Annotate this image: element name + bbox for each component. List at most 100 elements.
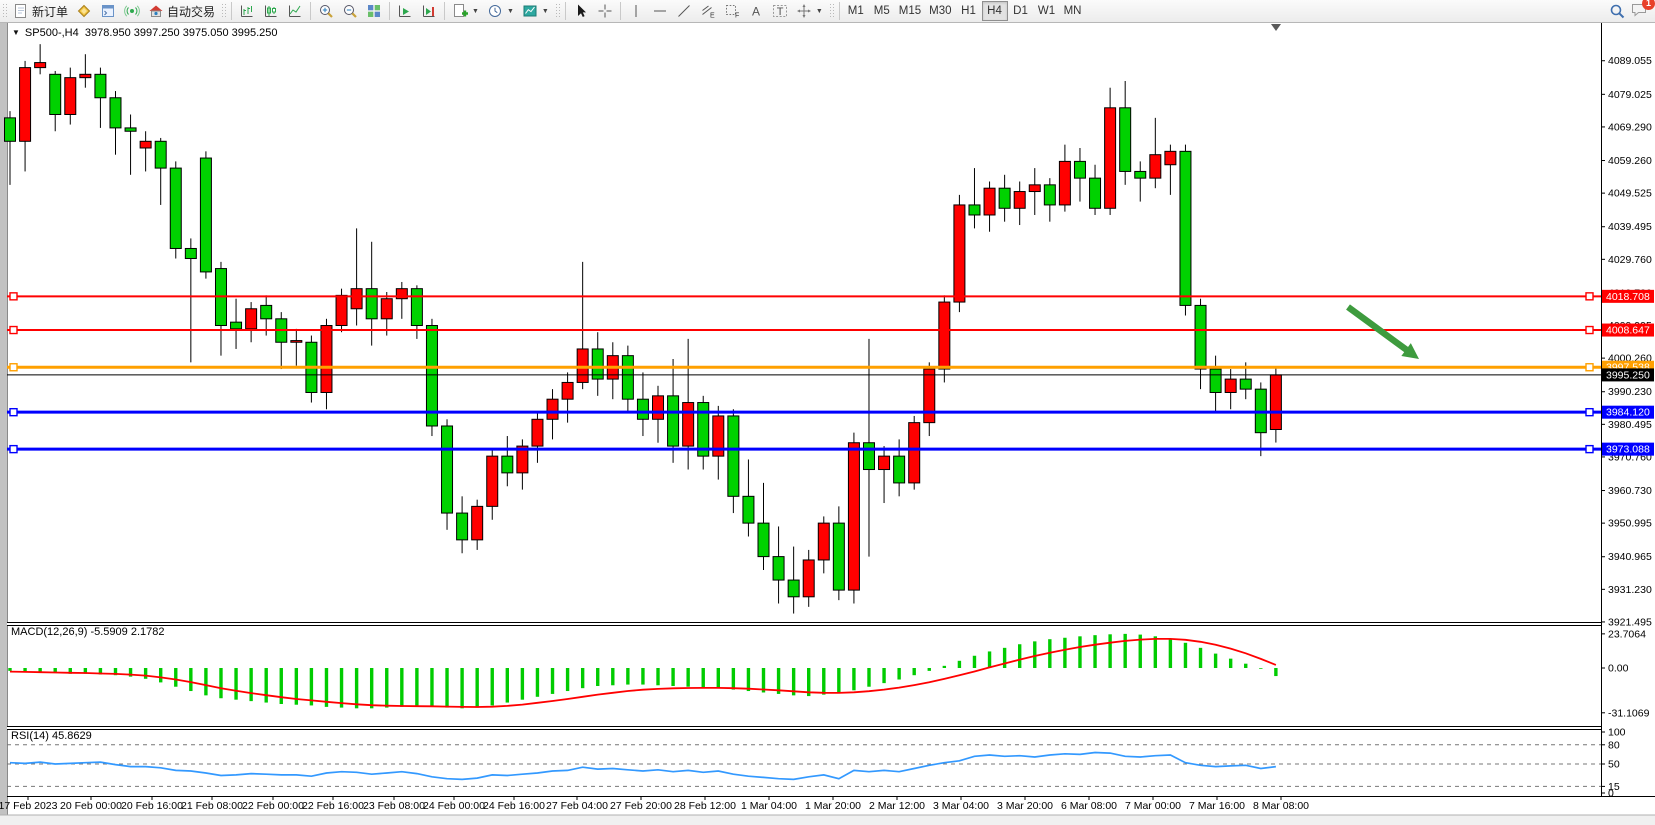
svg-text:T: T — [777, 6, 784, 18]
vertical-line-tool-button[interactable] — [624, 1, 648, 21]
separator — [444, 2, 446, 20]
timeframe-m30-button[interactable]: M30 — [925, 1, 955, 21]
template-chart-icon — [523, 5, 537, 17]
svg-text:0.00: 0.00 — [1608, 663, 1629, 675]
editor-window-button[interactable] — [96, 1, 120, 21]
candlestick-mode-button[interactable] — [259, 1, 283, 21]
chevron-down-icon: ▼ — [472, 7, 479, 15]
zoom-in-button[interactable] — [314, 1, 338, 21]
svg-text:0: 0 — [1608, 788, 1614, 800]
text-tool-button[interactable]: A — [744, 1, 768, 21]
text-label-tool-button[interactable]: T — [768, 1, 792, 21]
zoom-out-button[interactable] — [338, 1, 362, 21]
toolbar-grip[interactable] — [554, 3, 560, 19]
separator — [231, 2, 233, 20]
symbol-ohlc-readout[interactable]: ▼ SP500-,H4 3978.950 3997.250 3975.050 39… — [12, 27, 278, 39]
svg-text:22 Feb 00:00: 22 Feb 00:00 — [242, 800, 304, 812]
svg-text:23 Feb 08:00: 23 Feb 08:00 — [363, 800, 425, 812]
svg-text:7 Mar 00:00: 7 Mar 00:00 — [1125, 800, 1181, 812]
new-order-icon — [15, 4, 26, 18]
chat-button[interactable]: 1 — [1630, 0, 1655, 21]
separator — [838, 2, 840, 20]
editor-window-icon — [102, 5, 115, 17]
svg-text:4039.495: 4039.495 — [1608, 221, 1652, 233]
gold-ingot-icon — [77, 4, 91, 18]
indicators-button[interactable]: ▼ — [448, 1, 483, 21]
bar-chart-mode-button[interactable] — [235, 1, 259, 21]
svg-text:7 Mar 16:00: 7 Mar 16:00 — [1189, 800, 1245, 812]
auto-scroll-button[interactable] — [393, 1, 417, 21]
timeframe-w1-button[interactable]: W1 — [1034, 1, 1060, 21]
gold-ingot-button[interactable] — [72, 1, 96, 21]
crosshair-button[interactable] — [593, 1, 617, 21]
chart-shift-icon — [423, 5, 435, 17]
horizontal-line-tool-button[interactable] — [648, 1, 672, 21]
channel-grid-tool-button[interactable]: F — [720, 1, 744, 21]
svg-text:3980.495: 3980.495 — [1608, 419, 1652, 431]
chart-shift-marker[interactable] — [1271, 24, 1281, 31]
signals-button[interactable] — [120, 1, 144, 21]
chevron-down-icon: ▼ — [541, 7, 549, 15]
crosshair-icon — [598, 4, 612, 18]
one-click-trading-toggle-icon[interactable]: ▼ — [12, 28, 20, 37]
separator — [619, 2, 621, 20]
arrows-icon — [796, 4, 811, 18]
svg-text:3931.230: 3931.230 — [1608, 584, 1652, 596]
chevron-down-icon: ▼ — [815, 7, 823, 15]
toolbar-grip[interactable] — [2, 3, 7, 19]
arrows-tool-button[interactable]: ▼ — [792, 1, 827, 21]
price-axis[interactable]: 4089.055 4079.025 4069.290 4059.260 4049.525… — [1601, 55, 1654, 800]
timeframe-h4-button[interactable]: H4 — [981, 1, 1008, 21]
periods-button[interactable]: ▼ — [483, 1, 518, 21]
search-button[interactable] — [1605, 1, 1630, 21]
macd-indicator-label: MACD(12,26,9) -5.5909 2.1782 — [11, 626, 165, 638]
svg-text:17 Feb 2023: 17 Feb 2023 — [0, 800, 58, 812]
timeframe-mn-button[interactable]: MN — [1060, 1, 1086, 21]
svg-text:4089.055: 4089.055 — [1608, 55, 1652, 67]
macd-pane — [8, 633, 1278, 709]
toolbar-grip[interactable] — [221, 3, 227, 19]
svg-text:3950.995: 3950.995 — [1608, 518, 1652, 530]
svg-text:4029.760: 4029.760 — [1608, 254, 1652, 266]
clock-icon — [488, 5, 501, 17]
fibonacci-icon: E — [702, 5, 715, 20]
dotted-grid-icon: F — [725, 5, 739, 19]
svg-text:24 Feb 16:00: 24 Feb 16:00 — [483, 800, 545, 812]
cursor-button[interactable] — [569, 1, 593, 21]
templates-button[interactable]: ▼ — [518, 1, 553, 21]
candlesticks-icon — [265, 5, 277, 17]
rsi-pane — [7, 744, 1601, 787]
svg-text:1 Mar 04:00: 1 Mar 04:00 — [741, 800, 797, 812]
svg-text:3 Mar 20:00: 3 Mar 20:00 — [997, 800, 1053, 812]
new-order-button[interactable]: 新订单 — [9, 1, 72, 21]
svg-text:4059.260: 4059.260 — [1608, 155, 1652, 167]
arrow-annotation[interactable] — [1346, 304, 1419, 359]
trendline-tool-button[interactable] — [672, 1, 696, 21]
svg-text:E: E — [710, 13, 715, 20]
svg-text:15: 15 — [1608, 781, 1620, 793]
fibonacci-tool-button[interactable]: E — [696, 1, 720, 21]
line-chart-mode-button[interactable] — [283, 1, 307, 21]
auto-trading-button[interactable]: 自动交易 — [144, 1, 219, 21]
symbol-ohlc-text: SP500-,H4 3978.950 3997.250 3975.050 399… — [24, 27, 278, 39]
signal-icon — [124, 5, 140, 17]
timeframe-d1-button[interactable]: D1 — [1008, 1, 1034, 21]
toolbar-grip[interactable] — [828, 3, 834, 19]
horizontal-line-objects[interactable] — [7, 292, 1601, 454]
timeframe-h1-button[interactable]: H1 — [956, 1, 982, 21]
cursor-arrow-icon — [577, 4, 586, 17]
svg-text:1 Mar 20:00: 1 Mar 20:00 — [805, 800, 861, 812]
svg-text:3984.120: 3984.120 — [1606, 407, 1650, 419]
tile-windows-button[interactable] — [362, 1, 386, 21]
line-chart-icon — [289, 5, 301, 17]
vertical-line-icon — [635, 5, 637, 17]
timeframe-m5-button[interactable]: M5 — [869, 1, 895, 21]
horizontal-line-icon — [653, 10, 666, 12]
chart-shift-button[interactable] — [417, 1, 441, 21]
svg-text:3921.495: 3921.495 — [1608, 616, 1652, 628]
timeframe-m1-button[interactable]: M1 — [843, 1, 869, 21]
timeframe-m15-button[interactable]: M15 — [895, 1, 925, 21]
svg-text:24 Feb 00:00: 24 Feb 00:00 — [423, 800, 485, 812]
